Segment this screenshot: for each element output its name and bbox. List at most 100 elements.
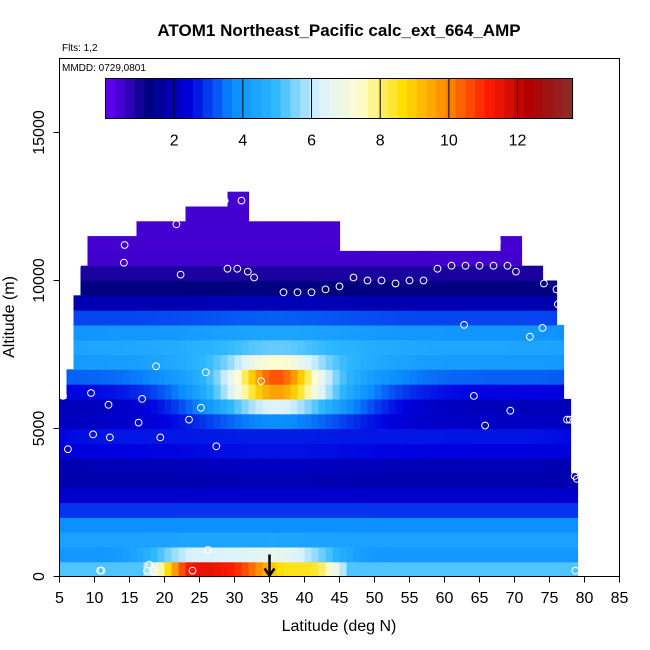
heatmap-cell (171, 265, 180, 282)
heatmap-cell (535, 561, 544, 578)
colorbar-segment (241, 78, 253, 119)
heatmap-cell (556, 517, 565, 533)
heatmap-cell (346, 472, 355, 489)
observation-point (176, 270, 185, 279)
heatmap-cell (304, 369, 313, 385)
heatmap-cell (535, 310, 544, 326)
heatmap-cell (416, 413, 425, 430)
colorbar-frame (105, 78, 573, 119)
heatmap-cell (220, 310, 229, 326)
heatmap-cell (507, 324, 516, 341)
heatmap-cell (178, 250, 187, 267)
heatmap-cell (318, 369, 327, 385)
heatmap-cell (157, 546, 166, 563)
heatmap-cell (381, 280, 390, 296)
heatmap-cell (108, 369, 117, 385)
heatmap-cell (213, 324, 222, 341)
heatmap-cell (409, 398, 418, 415)
heatmap-cell (493, 443, 502, 459)
heatmap-cell (129, 339, 138, 356)
heatmap-cell (143, 428, 152, 444)
heatmap-cell (66, 487, 75, 504)
heatmap-cell (311, 472, 320, 489)
heatmap-cell (542, 546, 551, 563)
observation-point (572, 474, 581, 483)
heatmap-cell (395, 428, 404, 444)
heatmap-cell (220, 546, 229, 563)
heatmap-cell (374, 369, 383, 385)
heatmap-cell (304, 295, 313, 311)
heatmap-cell (206, 310, 215, 326)
heatmap-cell (563, 428, 572, 444)
heatmap-cell (528, 561, 537, 578)
heatmap-cell (304, 310, 313, 326)
heatmap-cell (507, 339, 516, 356)
heatmap-cell (213, 280, 222, 296)
heatmap-cell (381, 546, 390, 563)
heatmap-cell (486, 280, 495, 296)
colorbar-segment (124, 78, 136, 119)
heatmap-cell (346, 428, 355, 444)
heatmap-cell (290, 398, 299, 415)
heatmap-cell (185, 532, 194, 548)
heatmap-cell (199, 339, 208, 356)
heatmap-cell (381, 443, 390, 459)
heatmap-cell (430, 354, 439, 370)
heatmap-cell (500, 384, 509, 400)
heatmap-cell (143, 458, 152, 474)
heatmap-cell (304, 458, 313, 474)
observation-point (419, 276, 428, 285)
heatmap-cell (248, 369, 257, 385)
heatmap-cell (360, 265, 369, 282)
heatmap-cell (276, 532, 285, 548)
heatmap-cell (479, 398, 488, 415)
heatmap-cell (248, 472, 257, 489)
observation-point (475, 261, 484, 270)
heatmap-cell (521, 532, 530, 548)
heatmap-cell (542, 369, 551, 385)
heatmap-cell (192, 487, 201, 504)
heatmap-cell (367, 561, 376, 578)
heatmap-cell (549, 458, 558, 474)
heatmap-cell (549, 295, 558, 311)
heatmap-cell (115, 310, 124, 326)
heatmap-cell (374, 354, 383, 370)
observation-point (503, 261, 512, 270)
heatmap-cell (143, 369, 152, 385)
heatmap-cell (395, 250, 404, 267)
heatmap-cell (178, 546, 187, 563)
heatmap-cell (199, 561, 208, 578)
heatmap-cell (150, 310, 159, 326)
heatmap-cell (213, 502, 222, 518)
heatmap-cell (199, 265, 208, 282)
heatmap-cell (514, 502, 523, 518)
heatmap-cell (185, 250, 194, 267)
heatmap-cell (332, 339, 341, 356)
heatmap-cell (325, 458, 334, 474)
heatmap-cell (528, 502, 537, 518)
heatmap-cell (395, 369, 404, 385)
heatmap-cell (66, 398, 75, 415)
heatmap-cell (178, 487, 187, 504)
heatmap-cell (269, 487, 278, 504)
heatmap-cell (290, 472, 299, 489)
heatmap-cell (129, 310, 138, 326)
heatmap-cell (115, 428, 124, 444)
heatmap-cell (465, 265, 474, 282)
heatmap-cell (234, 532, 243, 548)
heatmap-cell (507, 472, 516, 489)
heatmap-cell (283, 413, 292, 430)
heatmap-cell (80, 517, 89, 533)
heatmap-cell (472, 532, 481, 548)
heatmap-cell (549, 339, 558, 356)
heatmap-cell (339, 413, 348, 430)
heatmap-cell (500, 413, 509, 430)
heatmap-cell (80, 546, 89, 563)
heatmap-cell (437, 458, 446, 474)
heatmap-cell (164, 250, 173, 267)
heatmap-cell (353, 458, 362, 474)
heatmap-cell (157, 487, 166, 504)
heatmap-cell (241, 384, 250, 400)
heatmap-cell (493, 472, 502, 489)
heatmap-cell (115, 517, 124, 533)
